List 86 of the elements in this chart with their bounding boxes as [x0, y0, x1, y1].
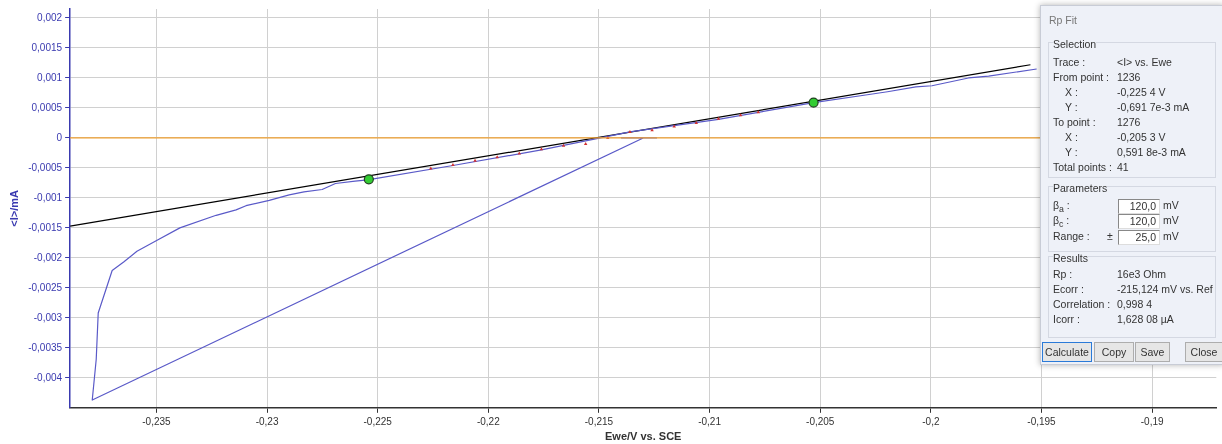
- annotation: -0,205 3 V: [1117, 131, 1166, 143]
- annotation: Rp Fit: [1049, 14, 1078, 26]
- point: [539, 147, 544, 151]
- annotation: 0,591 8e-3 mA: [1117, 146, 1186, 158]
- x-tick-label: -0,2: [922, 415, 940, 427]
- point: [583, 141, 588, 145]
- x-tick-label: -0,235: [142, 415, 172, 427]
- point: [808, 97, 819, 108]
- y-tick-label: -0,0015: [28, 221, 63, 233]
- point: [756, 110, 760, 114]
- y-tick-label: 0,001: [37, 71, 63, 83]
- annotation: To point :: [1053, 116, 1096, 128]
- point: [473, 158, 477, 162]
- annotation: Selection: [1053, 38, 1097, 50]
- x-tick-label: -0,215: [584, 415, 614, 427]
- annotation: Trace :: [1053, 56, 1086, 68]
- point: [495, 155, 499, 159]
- annotation: <I> vs. Ewe: [1117, 56, 1172, 68]
- point: [716, 116, 721, 120]
- input-field: 120,0: [1118, 199, 1160, 214]
- annotation: Parameters: [1053, 182, 1108, 194]
- annotation: Ecorr :: [1053, 283, 1084, 295]
- x-tick-label: -0,21: [698, 415, 722, 427]
- point: [694, 120, 699, 124]
- point: [561, 143, 566, 147]
- y-tick-label: -0,0025: [28, 281, 63, 293]
- annotation: 1276: [1117, 116, 1141, 128]
- point: [451, 162, 455, 166]
- button: Calculate: [1042, 342, 1092, 362]
- annotation: 41: [1117, 161, 1129, 173]
- annotation: Total points :: [1053, 161, 1112, 173]
- annotation: Y :: [1065, 101, 1078, 113]
- x-tick-label: -0,23: [255, 415, 279, 427]
- button: Close: [1185, 342, 1222, 362]
- annotation: 1236: [1117, 71, 1141, 83]
- annotation: 120,0: [1129, 200, 1156, 212]
- x-tick-label: -0,195: [1027, 415, 1057, 427]
- annotation: Correlation :: [1053, 298, 1111, 310]
- y-tick-label: -0,002: [33, 251, 63, 263]
- y-tick-label: 0: [56, 131, 63, 143]
- point: [517, 151, 522, 155]
- x-tick-label: -0,19: [1140, 415, 1164, 427]
- annotation: Icorr :: [1053, 313, 1080, 325]
- x-axis-title: Ewe/V vs. SCE: [604, 430, 682, 443]
- input-field: 120,0: [1118, 214, 1160, 229]
- input-field: 25,0: [1118, 230, 1160, 245]
- annotation: From point :: [1053, 71, 1110, 83]
- y-tick-label: -0,003: [33, 311, 63, 323]
- annotation: Y :: [1065, 146, 1078, 158]
- point: [672, 124, 676, 128]
- annotation: ±: [1107, 230, 1113, 242]
- y-tick-label: 0,0005: [31, 101, 63, 113]
- annotation: -0,691 7e-3 mA: [1117, 101, 1190, 113]
- y-tick-label: 0,0015: [31, 41, 63, 53]
- button: Save: [1135, 342, 1170, 362]
- y-tick-label: 0,002: [37, 11, 63, 23]
- annotation: -215,124 mV vs. Ref: [1117, 283, 1213, 295]
- y-axis-title: <I>/mA: [7, 190, 20, 227]
- x-tick-label: -0,205: [806, 415, 835, 427]
- annotation: β$_{c}$ :: [1053, 214, 1070, 230]
- annotation: mV: [1163, 230, 1179, 242]
- point: [738, 113, 743, 117]
- annotation: 1,628 08 µA: [1117, 313, 1174, 325]
- annotation: X :: [1065, 86, 1078, 98]
- annotation: 25,0: [1135, 231, 1156, 243]
- y-tick-label: -0,0035: [28, 341, 63, 353]
- point: [628, 129, 632, 133]
- x-tick-label: -0,22: [476, 415, 501, 427]
- annotation: β$_{a}$ :: [1053, 199, 1070, 215]
- annotation: Range :: [1053, 230, 1090, 242]
- annotation: 120,0: [1129, 215, 1156, 227]
- annotation: Results: [1053, 252, 1089, 264]
- y-tick-label: -0,0005: [28, 161, 63, 173]
- annotation: Rp :: [1053, 268, 1073, 280]
- button: Copy: [1094, 342, 1134, 362]
- annotation: 16e3 Ohm: [1117, 268, 1167, 280]
- annotation: mV: [1163, 214, 1179, 226]
- annotation: X :: [1065, 131, 1078, 143]
- annotation: -0,225 4 V: [1117, 86, 1166, 98]
- x-tick-label: -0,225: [363, 415, 393, 427]
- point: [363, 174, 374, 185]
- y-tick-label: -0,004: [33, 371, 63, 383]
- y-tick-label: -0,001: [33, 191, 63, 203]
- annotation: 0,998 4: [1117, 298, 1153, 310]
- annotation: mV: [1163, 199, 1179, 211]
- point: [429, 166, 433, 170]
